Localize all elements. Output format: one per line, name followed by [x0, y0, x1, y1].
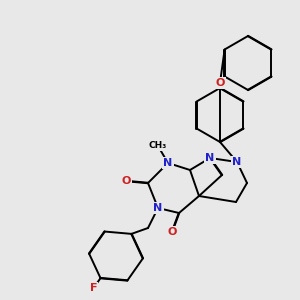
- Text: N: N: [232, 157, 242, 167]
- Text: F: F: [90, 283, 98, 293]
- Text: O: O: [167, 227, 177, 237]
- Text: N: N: [153, 203, 163, 213]
- Text: O: O: [121, 176, 131, 186]
- Text: CH₃: CH₃: [149, 142, 167, 151]
- Text: N: N: [164, 158, 172, 168]
- Text: O: O: [215, 78, 225, 88]
- Text: N: N: [206, 153, 214, 163]
